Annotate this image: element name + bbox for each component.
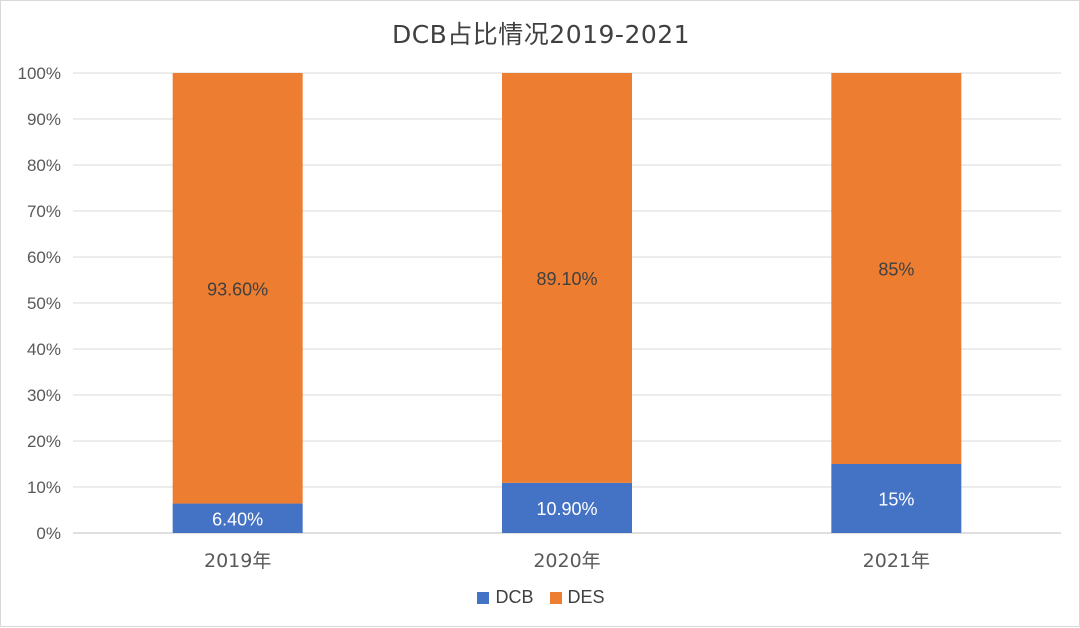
x-tick-label: 2021年 (863, 550, 930, 572)
legend-label-des: DES (567, 587, 605, 607)
data-label-dcb: 15% (878, 490, 914, 510)
bar-segment-dcb (502, 482, 632, 533)
data-label-dcb: 6.40% (212, 509, 263, 529)
y-tick-label: 100% (18, 64, 61, 83)
legend-swatch-dcb (477, 591, 490, 604)
bar-segment-des (502, 73, 632, 483)
y-tick-label: 40% (27, 340, 61, 359)
legend-label-dcb: DCB (495, 587, 534, 607)
chart-legend: DCB DES (1, 587, 1080, 608)
data-label-des: 85% (878, 260, 914, 280)
y-tick-label: 50% (27, 294, 61, 313)
y-tick-label: 10% (27, 478, 61, 497)
bar-segment-des (172, 73, 303, 504)
data-label-des: 93.60% (207, 279, 268, 299)
y-tick-label: 80% (27, 156, 61, 175)
y-tick-label: 20% (27, 432, 61, 451)
y-tick-label: 0% (36, 524, 61, 543)
x-tick-label: 2019年 (204, 550, 271, 572)
legend-swatch-des (549, 591, 562, 604)
data-label-des: 89.10% (536, 269, 597, 289)
bar-segment-des (831, 73, 962, 464)
x-tick-label: 2020年 (533, 550, 600, 572)
chart-title: DCB占比情况2019-2021 (391, 20, 691, 49)
data-label-dcb: 10.90% (536, 499, 597, 519)
y-tick-label: 30% (27, 386, 61, 405)
y-tick-label: 70% (27, 202, 61, 221)
legend-item-dcb: DCB (477, 587, 534, 608)
y-tick-label: 90% (27, 110, 61, 129)
bar-segment-dcb (831, 464, 962, 533)
y-tick-label: 60% (27, 248, 61, 267)
bar-segment-dcb (172, 503, 303, 533)
legend-item-des: DES (549, 587, 605, 608)
